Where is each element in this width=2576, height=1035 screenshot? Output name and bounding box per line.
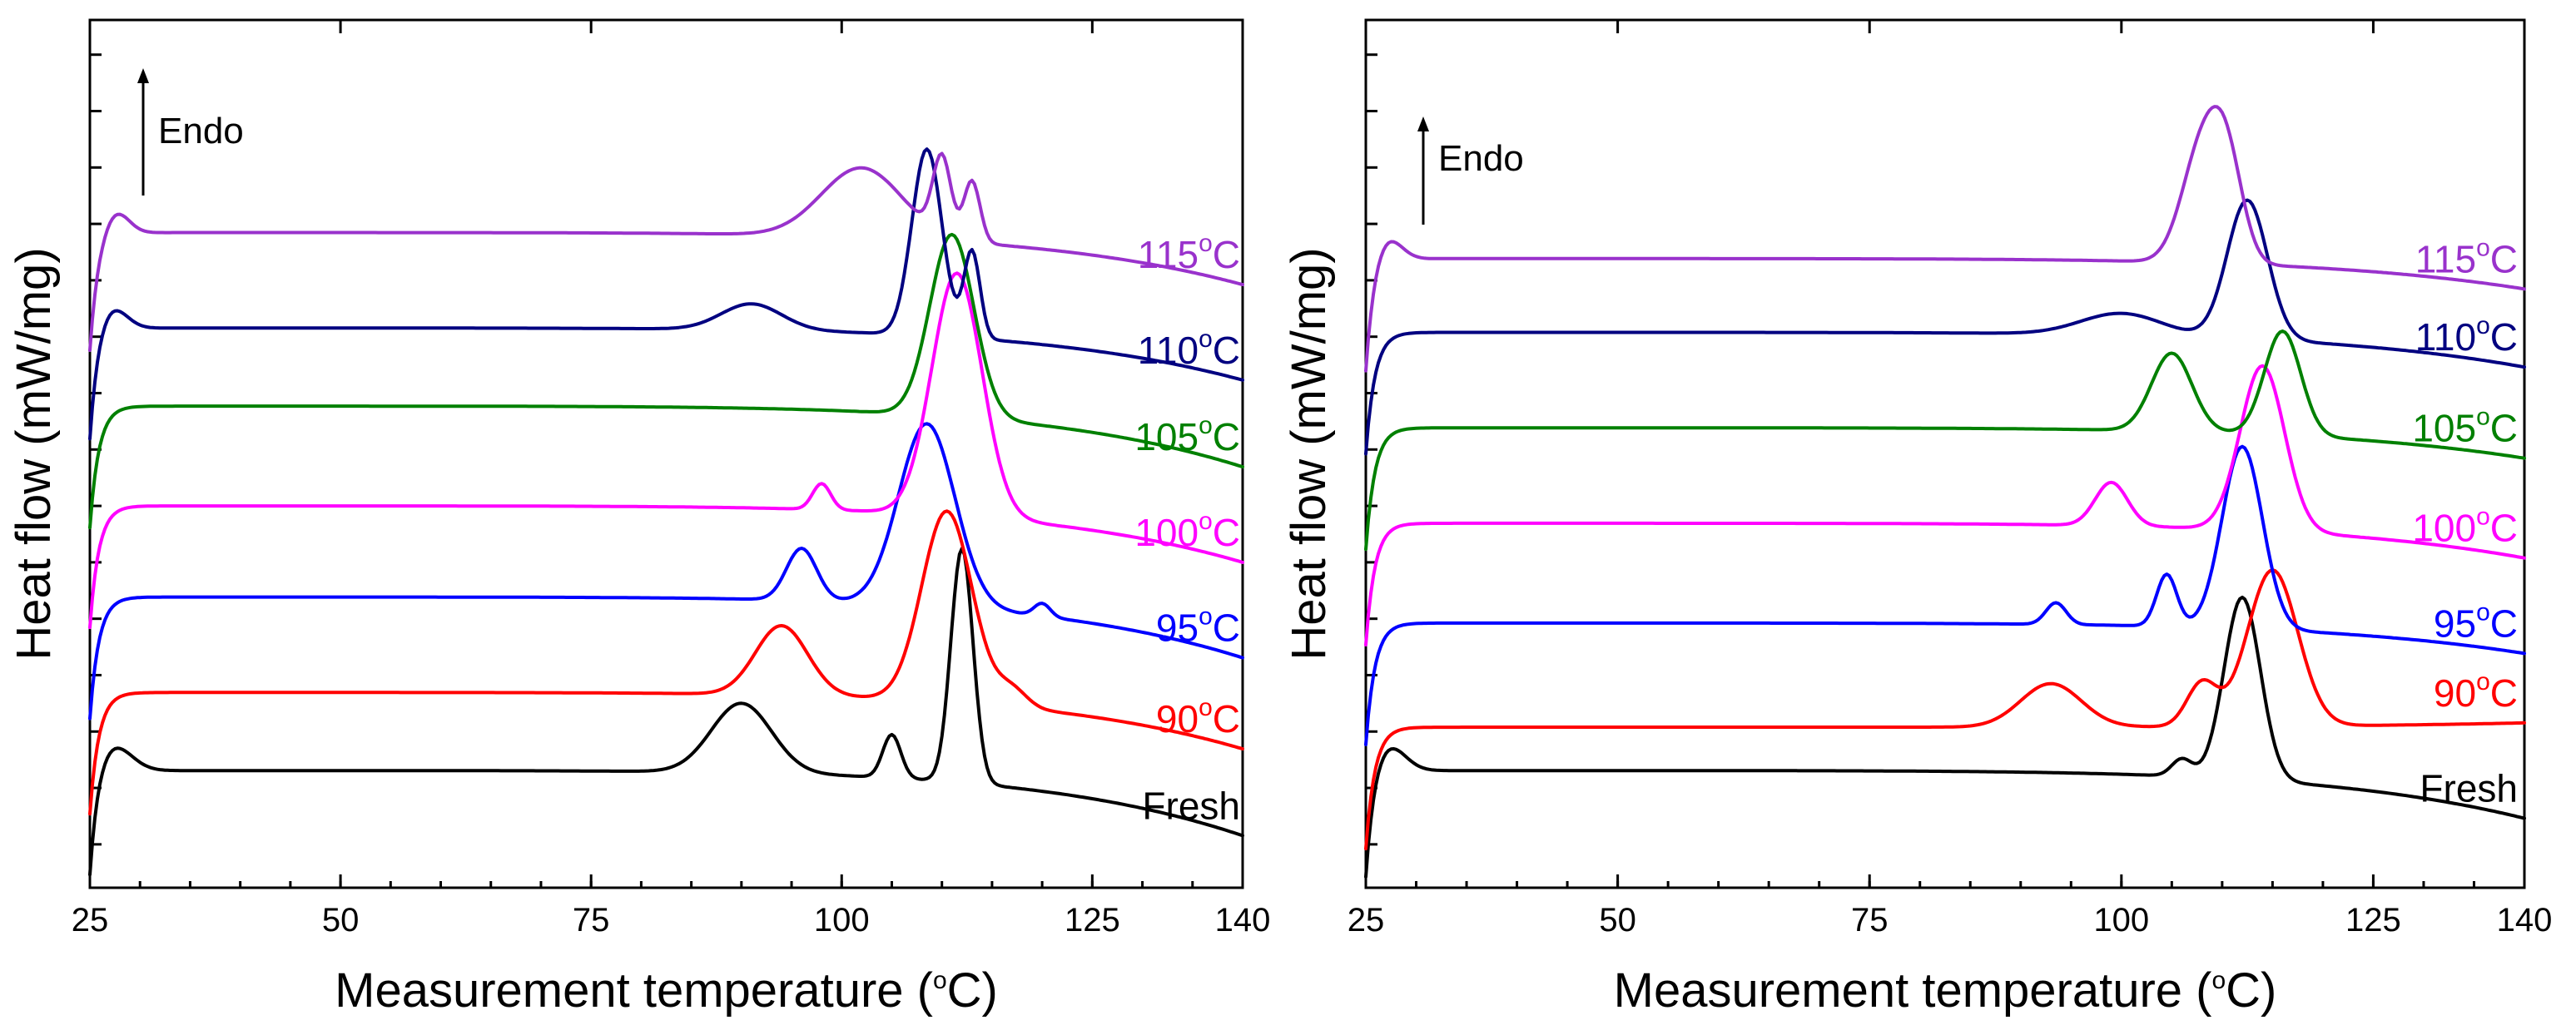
left-panel: 25 50 75 100 125 140 Measurement temperature (… — [7, 18, 1271, 1018]
series-label: Fresh — [1142, 784, 1240, 827]
endo-arrow-head — [137, 68, 149, 83]
series-label: Fresh — [2420, 767, 2518, 810]
x-tick-label: 125 — [1065, 902, 1120, 938]
series-line — [88, 422, 1244, 721]
series-label: 105oC — [1134, 412, 1240, 458]
series-label: 100oC — [2412, 503, 2518, 550]
x-tick-label: 75 — [573, 902, 610, 938]
x-tick-label: 75 — [1851, 902, 1889, 938]
series-line — [88, 232, 1244, 530]
series-line — [1364, 568, 2526, 851]
series-label: 110oC — [1138, 325, 1240, 372]
x-tick-label: 100 — [2093, 902, 2149, 938]
series-label: 115oC — [2415, 234, 2518, 280]
series-label: 90oC — [1156, 694, 1240, 740]
y-axis-label: Heat flow (mW/mg) — [1282, 247, 1336, 660]
series-label: 95oC — [1156, 603, 1240, 650]
series-label: 90oC — [2434, 668, 2518, 715]
right-panel: 25 50 75 100 125 140 Measurement temperature (… — [1282, 18, 2553, 1018]
plot-frame — [88, 18, 1244, 889]
x-tick-label: 140 — [2497, 902, 2553, 938]
series-line — [88, 547, 1244, 877]
series-line — [88, 151, 1244, 352]
x-tick-label: 100 — [814, 902, 870, 938]
series-line — [1364, 595, 2526, 879]
plot-frame — [1364, 18, 2526, 889]
x-tick-label: 50 — [1599, 902, 1636, 938]
x-tick-label: 25 — [72, 902, 109, 938]
x-tick-label: 140 — [1215, 902, 1271, 938]
series-label: 95oC — [2434, 598, 2518, 645]
series-line — [1364, 444, 2526, 746]
series-label: 100oC — [1134, 508, 1240, 554]
x-tick-label: 50 — [322, 902, 360, 938]
series-label: 105oC — [2412, 404, 2518, 450]
series-label: 115oC — [1138, 230, 1240, 276]
series-line — [1364, 198, 2526, 456]
x-tick-label: 125 — [2345, 902, 2401, 938]
series-line — [1364, 364, 2526, 646]
series-line — [1364, 105, 2526, 373]
x-axis-label: Measurement temperature (oC) — [335, 963, 998, 1018]
endo-arrow-head — [1417, 116, 1429, 131]
endo-label: Endo — [158, 111, 244, 151]
x-axis-label: Measurement temperature (oC) — [1614, 963, 2277, 1018]
series-label: 110oC — [2415, 312, 2518, 359]
endo-label: Endo — [1438, 138, 1524, 179]
series-line — [88, 509, 1244, 816]
series-line — [1364, 329, 2526, 552]
y-axis-label: Heat flow (mW/mg) — [7, 247, 61, 660]
series-line — [88, 147, 1244, 441]
x-tick-label: 25 — [1348, 902, 1385, 938]
series-line — [88, 271, 1244, 630]
